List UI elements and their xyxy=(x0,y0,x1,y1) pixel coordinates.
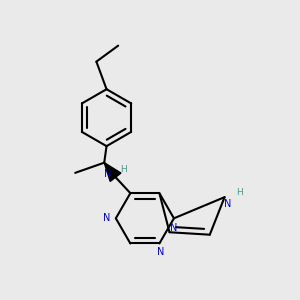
Text: N: N xyxy=(224,199,232,209)
Text: N: N xyxy=(103,213,110,223)
Text: N: N xyxy=(170,223,178,233)
Text: H: H xyxy=(237,188,243,196)
Text: N: N xyxy=(158,247,165,257)
Text: N: N xyxy=(104,169,112,179)
Polygon shape xyxy=(104,163,121,182)
Text: H: H xyxy=(120,165,127,174)
